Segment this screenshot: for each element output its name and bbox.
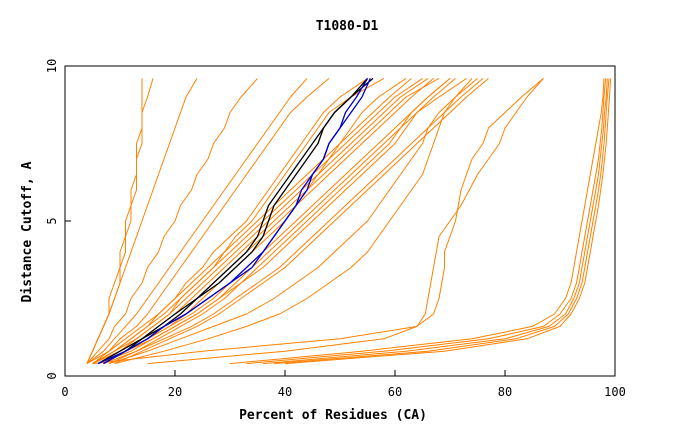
- model-line-27: [92, 78, 544, 365]
- x-tick-label: 100: [604, 385, 626, 399]
- model-line-14: [103, 78, 484, 365]
- plot-frame: [64, 65, 616, 377]
- model-line-24: [262, 78, 608, 365]
- x-tick-label: 20: [168, 385, 182, 399]
- model-line-22: [229, 78, 605, 365]
- model-line-28: [147, 78, 544, 365]
- model-line-8: [86, 78, 308, 364]
- x-axis-label: Percent of Residues (CA): [239, 408, 427, 423]
- y-axis-label: Distance Cutoff, A: [20, 161, 35, 302]
- highlight-blue-line-31: [103, 78, 371, 365]
- y-tick-label: 10: [45, 59, 59, 73]
- model-line-23: [246, 78, 607, 365]
- y-tick-label: 5: [45, 217, 59, 224]
- model-line-15: [97, 78, 451, 365]
- x-tick-label: 80: [498, 385, 512, 399]
- model-line-2: [86, 78, 330, 365]
- x-tick-label: 60: [388, 385, 402, 399]
- model-line-20: [97, 78, 456, 365]
- model-line-4: [108, 78, 451, 365]
- model-line-26: [284, 78, 612, 365]
- series-layer: [86, 77, 612, 365]
- model-line-25: [273, 78, 610, 365]
- chart-title: T1080-D1: [316, 19, 379, 34]
- highlight-blue-line-32: [97, 78, 369, 365]
- ticks-layer: 0 20 40 60 80 100 0 5 10: [45, 59, 626, 399]
- model-line-21: [114, 78, 473, 365]
- x-tick-label: 0: [61, 385, 68, 399]
- model-line-13: [92, 78, 412, 364]
- x-tick-label: 40: [278, 385, 292, 399]
- model-line-19: [108, 78, 478, 365]
- model-line-5: [114, 78, 489, 365]
- model-line-7: [92, 77, 423, 365]
- model-line-12: [86, 78, 143, 364]
- highlight-black-line-30: [97, 77, 368, 365]
- y-tick-label: 0: [45, 372, 59, 379]
- model-line-9: [86, 78, 258, 364]
- highlight-black-line-29: [103, 77, 374, 365]
- model-line-0: [92, 77, 368, 365]
